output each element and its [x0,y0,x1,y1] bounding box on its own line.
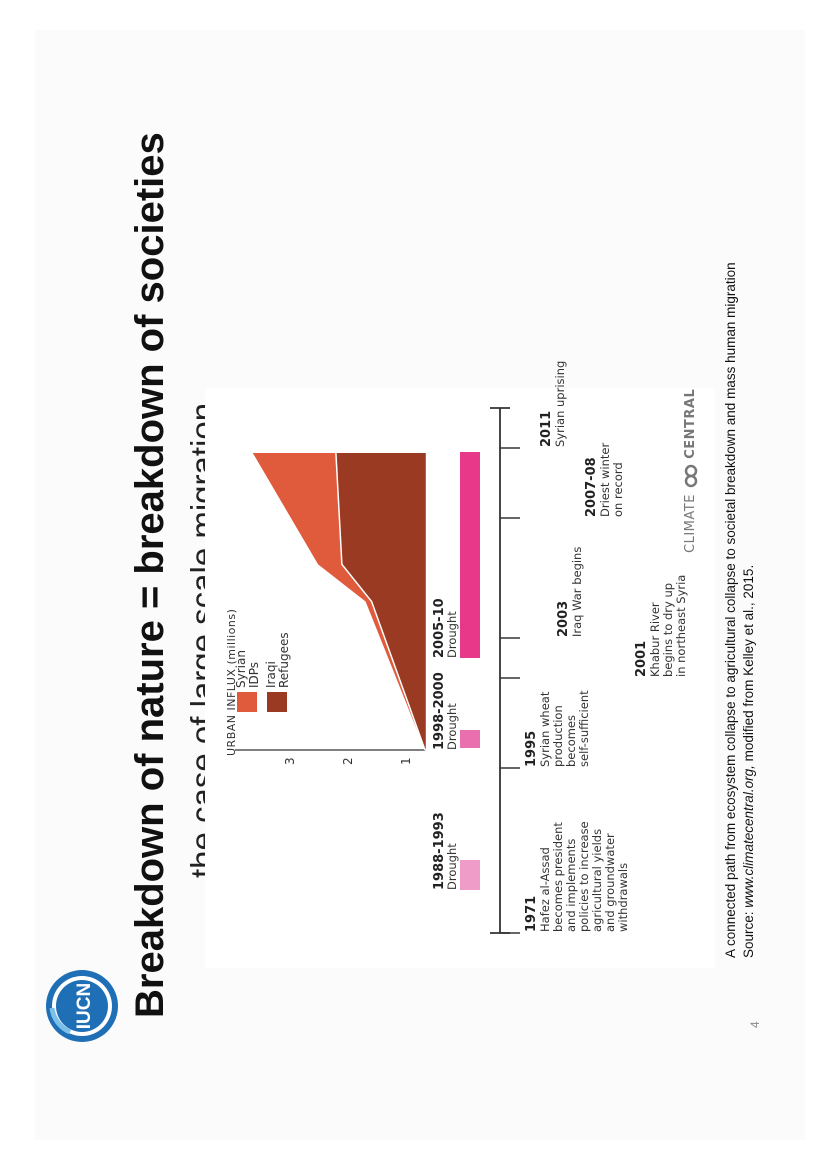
infinity-icon [684,465,697,488]
page-number: 4 [748,1021,762,1028]
legend-label-iraqi-refugees: Iraqi Refugees [264,632,291,688]
legend-iraqi-line2: Refugees [277,632,291,688]
area-iraqi-refugees [335,453,425,750]
drought-text-1988-1993: Drought [445,843,459,890]
area-series-border [335,452,426,751]
event-year-2011: 2011 [539,410,554,447]
event-2007-08: 2007-08 Driest winter on record [584,443,625,517]
caption-line-2: Source: www.climatecentral.org, modified… [740,262,758,958]
legend-label-syrian-idps: Syrian IDPs [234,650,261,688]
event-year-1971: 1971 [524,895,539,932]
y-tick-2: 2 [341,757,355,765]
event-2003: 2003 Iraq War begins [556,546,584,637]
event-2001: 2001 Khabur River begins to dry up in no… [634,574,688,677]
legend-swatch-syrian-idps [237,692,257,712]
drought-text-2005-10: Drought [445,611,459,658]
event-year-2003: 2003 [556,600,571,637]
caption-line-1: A connected path from ecosystem collapse… [723,262,738,958]
timeline-figure: 1 2 3 URBAN INFLUX (millions) Syrian IDP… [205,361,715,968]
drought-label-1998-2000: 1998-2000 Drought [432,672,459,750]
drought-bar-1988-1993 [460,860,480,890]
event-2011-line: Syrian uprising [553,360,567,447]
credit-climate: CLIMATE [683,494,698,553]
caption-source-suffix: modified from Kelley et al., 2015. [741,564,756,766]
event-2003-line: Iraq War begins [570,546,584,637]
drought-text-1998-2000: Drought [445,703,459,750]
credit-central: CENTRAL [683,388,698,459]
y-tick-3: 3 [283,757,297,765]
iucn-logo: IUCN [40,964,124,1048]
event-1971: 1971 Hafez al-Assad becomes president an… [524,821,630,932]
drought-bar-1998-2000 [460,730,480,748]
caption-source-prefix: Source: [741,907,756,958]
legend-swatch-iraqi-refugees [267,692,287,712]
event-2011: 2011 Syrian uprising [539,360,567,447]
event-year-2007-08: 2007-08 [584,457,599,517]
event-2001-line: in northeast Syria [674,574,688,677]
legend-syrian-line2: IDPs [247,661,261,688]
drought-bar-2005-10 [460,452,480,658]
event-year-2001: 2001 [634,640,649,677]
event-2007-08-line: on record [611,462,625,517]
y-tick-1: 1 [399,757,413,765]
event-year-1995: 1995 [524,730,539,767]
caption-source-link[interactable]: www.climatecentral.org, [741,765,756,908]
drought-label-1988-1993: 1988-1993 Drought [432,812,459,890]
climate-central-logo: CLIMATE CENTRAL [683,389,698,553]
event-1995: 1995 Syrian wheat production becomes sel… [524,690,591,767]
event-1995-line: self-sufficient [577,690,591,767]
figure-caption: A connected path from ecosystem collapse… [722,262,758,958]
iucn-logo-text: IUCN [74,983,95,1029]
slide-title: Breakdown of nature = breakdown of socie… [128,132,172,1018]
timeline-svg [235,407,520,934]
event-1971-line: withdrawals [616,862,630,932]
drought-label-2005-10: 2005-10 Drought [432,598,459,658]
